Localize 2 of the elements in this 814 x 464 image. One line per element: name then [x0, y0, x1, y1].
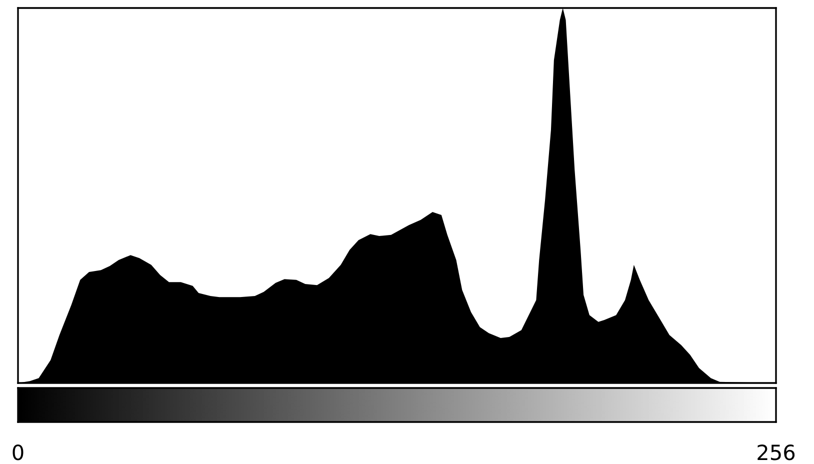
- x-tick-label: 256: [758, 444, 795, 460]
- x-tick-label: 0: [12, 444, 24, 460]
